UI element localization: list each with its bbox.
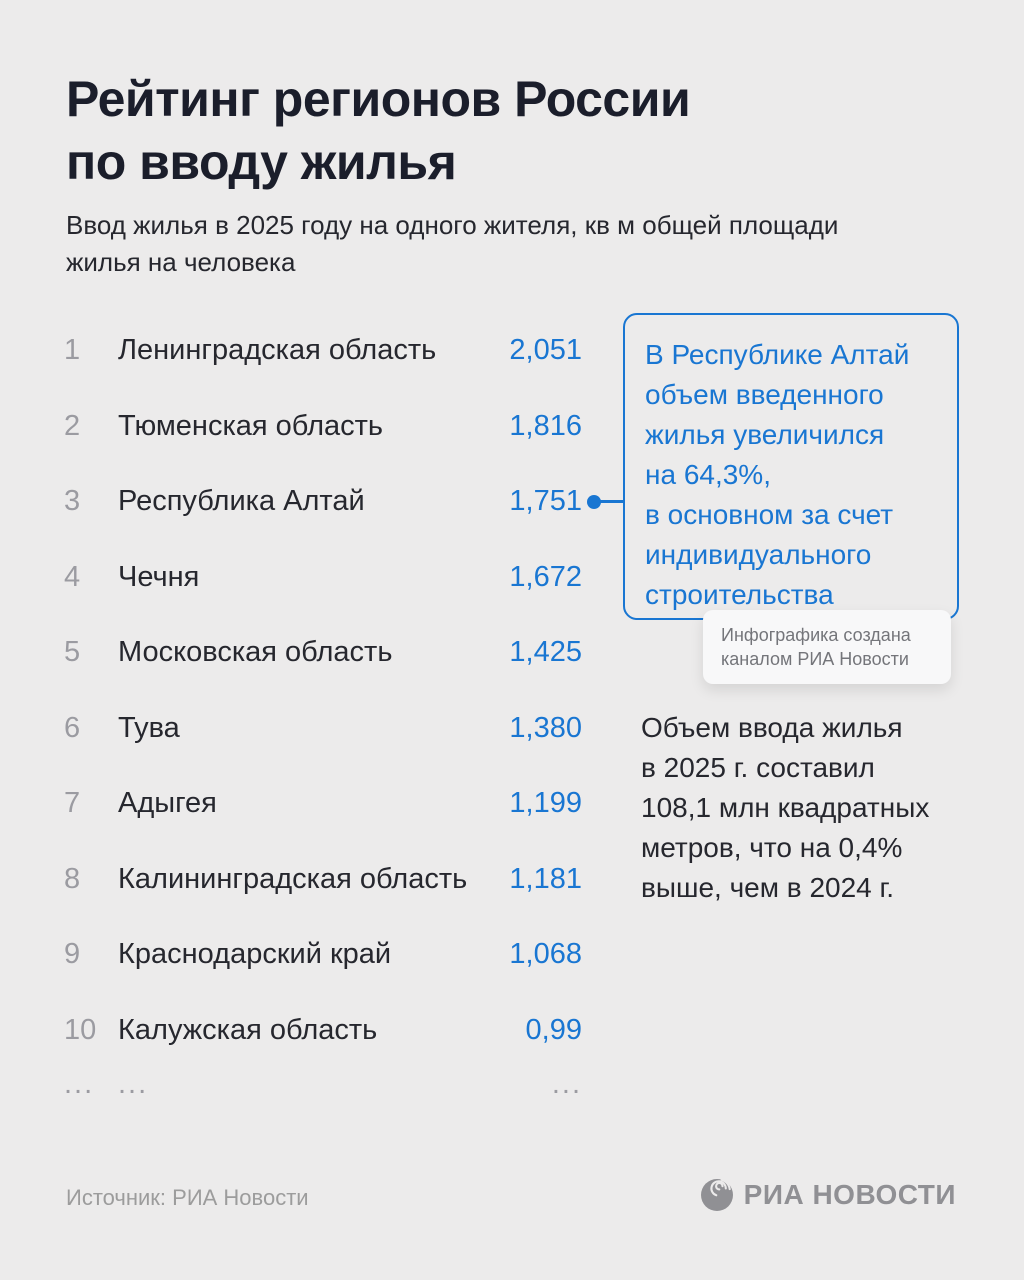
ria-novosti-logo: РИА НОВОСТИ bbox=[699, 1177, 956, 1213]
value-cell: 1,068 bbox=[509, 938, 582, 971]
region-name: Тюменская область bbox=[118, 409, 384, 442]
table-row: 9 Краснодарский край 1,068 bbox=[64, 917, 582, 993]
value-cell: 0,99 bbox=[525, 1013, 582, 1046]
rank-cell: 4 bbox=[64, 560, 81, 593]
table-row: 6 Тува 1,380 bbox=[64, 691, 582, 767]
page-subtitle: Ввод жилья в 2025 году на одного жителя,… bbox=[66, 210, 839, 277]
page-title: Рейтинг регионов России по вводу жилья bbox=[66, 71, 691, 190]
attribution-tooltip: Инфографика создана каналом РИА Новости bbox=[703, 610, 951, 684]
value-cell: 1,425 bbox=[509, 636, 582, 669]
source-label: Источник: РИА Новости bbox=[66, 1185, 309, 1210]
ria-globe-icon bbox=[699, 1177, 735, 1213]
value-cell: 1,816 bbox=[509, 409, 582, 442]
table-row: 1 Ленинградская область 2,051 bbox=[64, 313, 582, 389]
attribution-text: Инфографика создана каналом РИА Новости bbox=[721, 625, 911, 670]
value-cell: 1,751 bbox=[509, 485, 582, 518]
rank-cell: ... bbox=[64, 1068, 95, 1100]
value-cell: ... bbox=[551, 1068, 582, 1100]
region-name: Чечня bbox=[118, 560, 200, 593]
callout-text: В Республике Алтай объем введенного жиль… bbox=[645, 339, 910, 611]
region-name: Ленинградская область bbox=[118, 334, 437, 367]
value-cell: 1,199 bbox=[509, 787, 582, 820]
region-name: Калининградская область bbox=[118, 862, 468, 895]
rank-cell: 8 bbox=[64, 862, 81, 895]
rank-cell: 3 bbox=[64, 485, 81, 518]
rank-cell: 5 bbox=[64, 636, 81, 669]
table-row: 3 Республика Алтай 1,751 bbox=[64, 464, 582, 540]
table-row: 7 Адыгея 1,199 bbox=[64, 766, 582, 842]
logo-text: РИА НОВОСТИ bbox=[743, 1179, 956, 1210]
value-cell: 1,181 bbox=[509, 862, 582, 895]
table-row: 5 Московская область 1,425 bbox=[64, 615, 582, 691]
region-name: Московская область bbox=[118, 636, 393, 669]
region-name: Краснодарский край bbox=[118, 938, 392, 971]
callout-connector-dot bbox=[587, 495, 601, 509]
summary-note: Объем ввода жилья в 2025 г. составил 108… bbox=[641, 712, 930, 904]
table-row-ellipsis: ... ... ... bbox=[64, 1068, 582, 1130]
rank-cell: 6 bbox=[64, 711, 81, 744]
ranking-table: 1 Ленинградская область 2,051 2 Тюменска… bbox=[64, 313, 582, 1130]
value-cell: 1,380 bbox=[509, 711, 582, 744]
callout-connector-line bbox=[597, 500, 625, 503]
region-name: Калужская область bbox=[118, 1013, 378, 1046]
value-cell: 2,051 bbox=[509, 334, 582, 367]
rank-cell: 2 bbox=[64, 409, 81, 442]
value-cell: 1,672 bbox=[509, 560, 582, 593]
region-name: Тува bbox=[118, 711, 180, 744]
table-row: 10 Калужская область 0,99 bbox=[64, 993, 582, 1069]
region-name: ... bbox=[118, 1068, 149, 1100]
callout-box: В Республике Алтай объем введенного жиль… bbox=[623, 313, 959, 620]
region-name: Республика Алтай bbox=[118, 485, 365, 518]
table-row: 4 Чечня 1,672 bbox=[64, 540, 582, 616]
rank-cell: 1 bbox=[64, 334, 81, 367]
rank-cell: 10 bbox=[64, 1013, 97, 1046]
table-row: 8 Калининградская область 1,181 bbox=[64, 842, 582, 918]
region-name: Адыгея bbox=[118, 787, 217, 820]
rank-cell: 9 bbox=[64, 938, 81, 971]
table-row: 2 Тюменская область 1,816 bbox=[64, 389, 582, 465]
rank-cell: 7 bbox=[64, 787, 81, 820]
